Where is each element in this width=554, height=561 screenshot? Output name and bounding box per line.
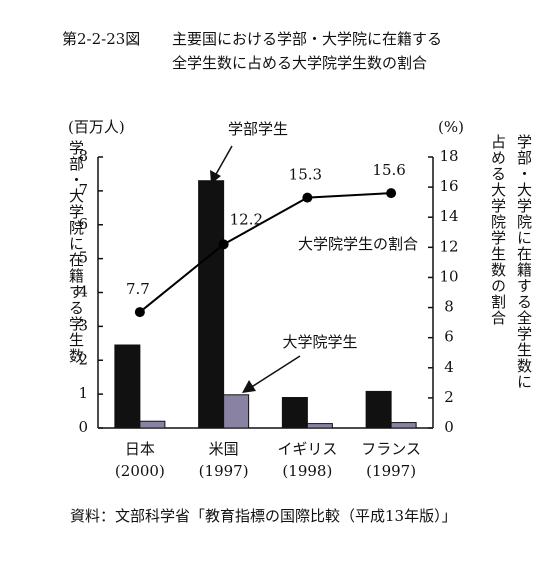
y-tick-label: 4 (78, 283, 88, 301)
y2-tick-label: 2 (444, 388, 454, 406)
y-tick-label: 2 (78, 350, 88, 368)
y2-tick-label: 14 (439, 207, 458, 225)
y-axis-label: 学部・大学院に在籍する学生数 (67, 140, 85, 364)
y2-tick-label: 0 (444, 418, 454, 436)
y2-tick-label: 16 (439, 177, 458, 195)
annotation-arrow (249, 355, 301, 389)
point (386, 188, 397, 199)
bar (281, 397, 308, 429)
y-tick-label: 5 (78, 249, 88, 267)
annotation-arrow (214, 145, 233, 177)
y2-axis-label: 学部・大学院に在籍する全学生数に (515, 134, 533, 390)
chart-title: 全学生数に占める大学院学生数の割合 (172, 54, 427, 72)
y2-unit: (%) (438, 118, 464, 136)
y-tick-label: 6 (78, 215, 88, 233)
x-tick-label: (1997) (199, 462, 249, 480)
value-label: 12.2 (230, 210, 263, 228)
x-tick-label: イギリス (277, 440, 337, 458)
y2-tick-label: 10 (439, 267, 458, 285)
y2-tick-label: 4 (444, 358, 454, 376)
y-tick-label: 1 (78, 384, 88, 402)
y2-tick-label: 6 (444, 328, 454, 346)
line (139, 192, 392, 313)
value-label: 15.6 (372, 161, 405, 179)
bar (139, 420, 166, 429)
bar (365, 390, 392, 429)
x-tick-label: 米国 (209, 440, 239, 458)
y-tick-label: 7 (78, 181, 88, 199)
y2-tick-label: 8 (444, 298, 454, 316)
y2-tick-label: 12 (439, 237, 458, 255)
bar (390, 422, 417, 429)
point (134, 307, 145, 318)
point (302, 192, 313, 203)
y-tick-label: 3 (78, 316, 88, 334)
x-tick-label: 日本 (125, 440, 155, 458)
y-tick-label: 8 (78, 147, 88, 165)
point (218, 239, 229, 250)
bar (114, 344, 141, 429)
arrow-head (242, 380, 256, 393)
y-unit: (百万人) (68, 118, 125, 136)
chart-title: 主要国における学部・大学院に在籍する (172, 30, 442, 48)
bar (198, 180, 225, 429)
x-tick-label: (1998) (282, 462, 332, 480)
y2-tick-label: 18 (439, 147, 458, 165)
series-label: 大学院学生 (282, 333, 357, 351)
x-tick-label: (2000) (115, 462, 165, 480)
y-tick-label: 0 (78, 418, 88, 436)
bar (306, 423, 333, 429)
value-label: 7.7 (126, 280, 150, 298)
bar (223, 394, 250, 429)
series-label: 大学院学生の割合 (298, 235, 418, 253)
x-tick-label: フランス (361, 440, 421, 458)
source: 資料：文部科学省「教育指標の国際比較（平成13年版）」 (70, 507, 457, 525)
series-label: 学部学生 (228, 120, 288, 138)
figure-number: 第2-2-23図 (62, 30, 140, 48)
x-tick-label: (1997) (366, 462, 416, 480)
value-label: 15.3 (289, 166, 322, 184)
y2-axis-label: 占める大学院学生数の割合 (489, 134, 507, 326)
